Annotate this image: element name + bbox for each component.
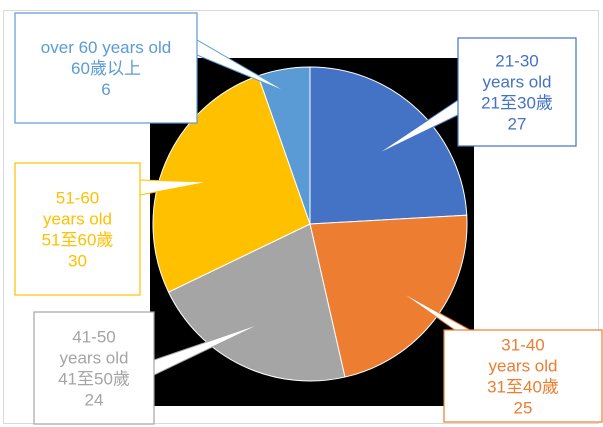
data-label-value-2: 24 [85,391,104,410]
data-label-text-0: 21-30 [495,52,538,71]
callout-box-1 [443,329,603,423]
data-label-value-0: 27 [508,115,527,134]
data-label-text-2: 41至50歲 [58,370,130,389]
pie-slice-3 [152,75,311,293]
callout-box-0 [457,37,577,147]
data-label-text-1: 31至40歲 [487,378,559,397]
data-label-text-3: 51-60 [56,189,99,208]
pie-slice-1 [309,214,468,378]
callout-box-3 [14,162,141,296]
data-label-value-3: 30 [68,252,87,271]
chart-frame [3,10,599,424]
pie-slice-0 [309,66,468,225]
data-label-text-0: years old [483,73,552,92]
data-label-text-1: 31-40 [501,336,544,355]
data-label-text-4: over 60 years old [41,38,171,57]
data-label-text-3: 51至60歲 [42,231,114,250]
callout-box-2 [33,311,155,425]
data-label-text-2: years old [60,349,129,368]
data-label-value-4: 6 [101,80,110,99]
data-label-text-1: years old [489,357,558,376]
data-label-text-4: 60歲以上 [71,59,141,78]
data-label-value-1: 25 [514,399,533,418]
data-label-text-0: 21至30歲 [481,94,553,113]
callout-box-4 [14,12,198,124]
data-label-text-3: years old [43,210,112,229]
data-label-text-2: 41-50 [72,328,115,347]
